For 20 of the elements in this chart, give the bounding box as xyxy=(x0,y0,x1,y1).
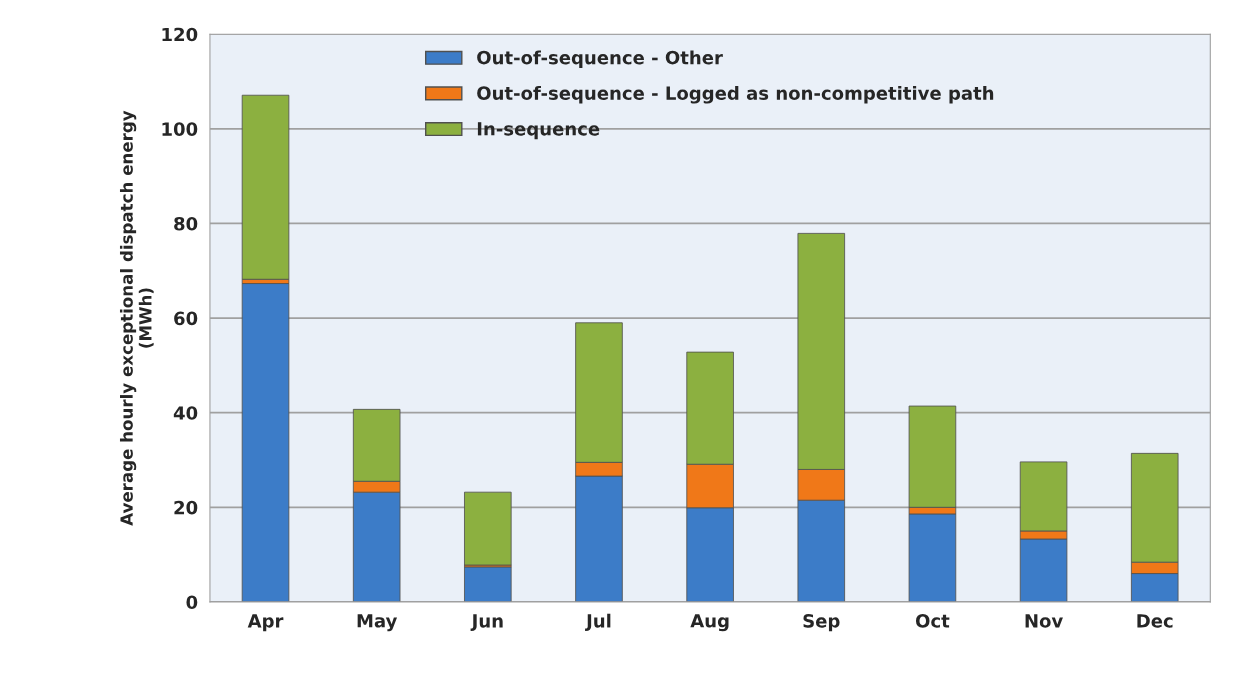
y-axis-title: Average hourly exceptional dispatch energy (MWh) xyxy=(119,110,154,526)
x-tick-label: Aug xyxy=(690,614,729,632)
x-tick-label: Dec xyxy=(1137,614,1173,628)
y-tick-label: 40 xyxy=(173,406,198,420)
y-tick-label: 80 xyxy=(174,216,198,231)
y-tick-label: 120 xyxy=(162,27,198,42)
y-tick-label: 60 xyxy=(174,311,198,326)
legend-label: Out-of-sequence - Logged as non-competitive path xyxy=(477,85,994,104)
y-tick-label: 20 xyxy=(174,500,198,515)
x-tick-label: Nov xyxy=(1025,614,1063,628)
x-tick-label: Sep xyxy=(803,614,840,632)
legend-label: In-sequence xyxy=(477,122,600,140)
x-tick-label: Oct xyxy=(915,614,950,628)
x-tick-label: Jun xyxy=(470,614,503,632)
y-tick-label: 0 xyxy=(186,595,198,610)
x-tick-label: Jul xyxy=(585,613,611,632)
x-tick-label: Apr xyxy=(247,614,284,632)
y-tick-label: 100 xyxy=(162,122,198,136)
x-tick-label: May xyxy=(357,614,398,632)
legend-label: Out-of-sequence - Other xyxy=(477,50,723,68)
